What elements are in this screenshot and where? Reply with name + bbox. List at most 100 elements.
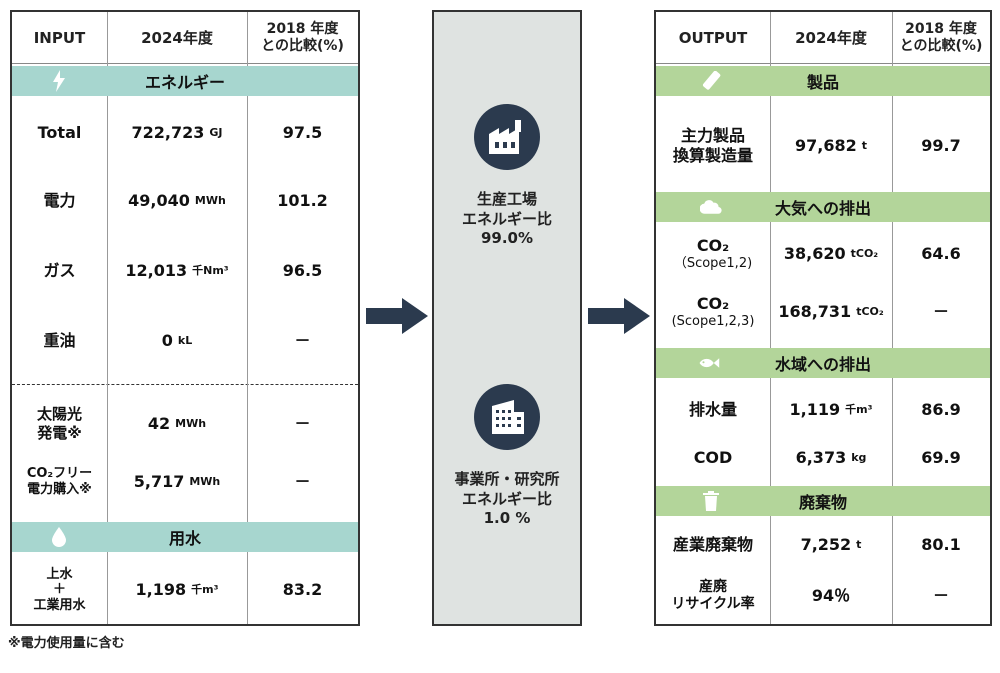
value-text: 97,682 bbox=[794, 136, 857, 155]
unit-text: MWh bbox=[189, 475, 221, 489]
value-text: 42 bbox=[147, 414, 171, 433]
output-water-label: 排水量 bbox=[688, 400, 737, 419]
product-band-label: 製品 bbox=[806, 73, 839, 92]
col-divider bbox=[247, 552, 248, 624]
col-divider bbox=[892, 96, 893, 192]
col-divider bbox=[892, 378, 893, 486]
output-recycle-value: 94％ bbox=[770, 568, 892, 624]
energy-band-label: エネルギー bbox=[144, 73, 225, 92]
water-drop-icon bbox=[48, 526, 70, 548]
value-text: 1,198 bbox=[135, 580, 187, 599]
unit-text: 千Nm³ bbox=[192, 264, 229, 278]
air-band: 大気への排出 bbox=[656, 192, 990, 222]
waste-band-label: 廃棄物 bbox=[798, 493, 847, 512]
output-water-ratio: 86.9 bbox=[921, 400, 961, 419]
input-header-year: 2024年度 bbox=[107, 12, 247, 64]
unit-text: kg bbox=[851, 451, 867, 465]
output-header-label: OUTPUT bbox=[656, 12, 770, 64]
col-divider bbox=[892, 12, 893, 66]
arrow-right-icon bbox=[588, 298, 650, 334]
output-header-year: 2024年度 bbox=[770, 12, 892, 64]
unit-text: t bbox=[861, 139, 867, 153]
input-panel: INPUT 2024年度 2018 年度 との比較(%) エネルギー Total… bbox=[10, 10, 360, 626]
col-divider bbox=[770, 516, 771, 624]
col-divider bbox=[107, 12, 108, 66]
input-row-value: 49,040 MWh bbox=[107, 170, 247, 232]
product-band: 製品 bbox=[656, 66, 990, 96]
unit-text: 千m³ bbox=[191, 583, 219, 597]
input-row-value: 722,723 GJ bbox=[107, 102, 247, 164]
output-water-value: 1,119 千m³ bbox=[770, 382, 892, 438]
water-discharge-band: 水域への排出 bbox=[656, 348, 990, 378]
energy-band: エネルギー bbox=[12, 66, 358, 96]
input-header-compare: 2018 年度 との比較(%) bbox=[247, 12, 358, 64]
value-text: 722,723 bbox=[131, 123, 205, 142]
co2-label-text: CO₂ bbox=[696, 235, 730, 255]
input-row-ratio: 101.2 bbox=[277, 191, 328, 210]
factory-energy-text: 生産工場 エネルギー比 99.0% bbox=[461, 190, 552, 247]
input-row-ratio: － bbox=[294, 331, 311, 350]
col-divider bbox=[770, 222, 771, 348]
product-icon bbox=[700, 70, 722, 92]
co2-scope-text: （Scope1,2) bbox=[673, 255, 753, 271]
value-text: 49,040 bbox=[128, 191, 190, 210]
output-recycle-ratio: － bbox=[932, 586, 949, 605]
water-band: 用水 bbox=[12, 522, 358, 552]
input-water-ratio: 83.2 bbox=[282, 580, 323, 599]
col-divider bbox=[892, 516, 893, 624]
output-water-value: 6,373 kg bbox=[770, 430, 892, 486]
fish-icon bbox=[698, 352, 720, 374]
col-divider bbox=[247, 12, 248, 66]
dashed-divider bbox=[12, 384, 358, 385]
value-text: 38,620 bbox=[783, 244, 846, 263]
input-row-label: 電力 bbox=[43, 191, 76, 210]
unit-text: t bbox=[856, 538, 862, 552]
output-waste-label: 産業廃棄物 bbox=[672, 535, 753, 554]
co2-scope-text: (Scope1,2,3) bbox=[671, 313, 755, 329]
col-divider bbox=[247, 96, 248, 522]
input-row-label: Total bbox=[37, 123, 82, 142]
cloud-icon bbox=[700, 196, 722, 218]
input-row-label: CO₂フリー 電力購入※ bbox=[26, 465, 93, 497]
input-row-label: ガス bbox=[43, 261, 76, 280]
input-row-label: 太陽光 発電※ bbox=[36, 405, 82, 442]
input-row-value: 12,013 千Nm³ bbox=[107, 240, 247, 302]
trash-icon bbox=[700, 490, 722, 512]
office-building-icon bbox=[474, 384, 540, 450]
col-divider bbox=[892, 222, 893, 348]
value-text: 12,013 bbox=[125, 261, 188, 280]
col-divider bbox=[770, 12, 771, 66]
input-row-ratio: － bbox=[294, 472, 311, 491]
co2-label-text: CO₂ bbox=[696, 293, 730, 313]
unit-text: GJ bbox=[209, 126, 223, 140]
unit-text: MWh bbox=[194, 194, 226, 208]
value-text: 0 bbox=[161, 331, 173, 350]
output-waste-ratio: 80.1 bbox=[921, 535, 961, 554]
input-row-ratio: 97.5 bbox=[282, 123, 323, 142]
output-waste-value: 7,252 t bbox=[770, 520, 892, 570]
unit-text: tCO₂ bbox=[850, 247, 879, 261]
output-co2-value: 168,731 tCO₂ bbox=[770, 284, 892, 340]
value-text: 6,373 bbox=[795, 448, 847, 467]
output-water-ratio: 69.9 bbox=[921, 448, 961, 467]
input-row-ratio: 96.5 bbox=[282, 261, 323, 280]
output-product-ratio: 99.7 bbox=[921, 136, 961, 155]
value-text: 94％ bbox=[811, 586, 851, 605]
footnote: ※電力使用量に含む bbox=[8, 636, 125, 651]
input-water-label: 上水 ＋ 工業用水 bbox=[33, 566, 86, 613]
unit-text: 千m³ bbox=[845, 403, 873, 417]
input-row-label: 重油 bbox=[43, 331, 76, 350]
value-text: 168,731 bbox=[778, 302, 852, 321]
output-product-label: 主力製品 換算製造量 bbox=[672, 126, 753, 165]
output-product-value: 97,682 t bbox=[770, 98, 892, 194]
col-divider bbox=[770, 96, 771, 192]
factory-icon bbox=[474, 104, 540, 170]
lightning-icon bbox=[48, 70, 70, 92]
air-band-label: 大気への排出 bbox=[774, 199, 871, 218]
input-row-value: 42 MWh bbox=[107, 398, 247, 450]
output-co2-label: CO₂ (Scope1,2,3) bbox=[656, 284, 770, 340]
col-divider bbox=[770, 378, 771, 486]
input-header-label: INPUT bbox=[12, 12, 107, 64]
col-divider bbox=[107, 552, 108, 624]
value-text: 7,252 bbox=[800, 535, 852, 554]
